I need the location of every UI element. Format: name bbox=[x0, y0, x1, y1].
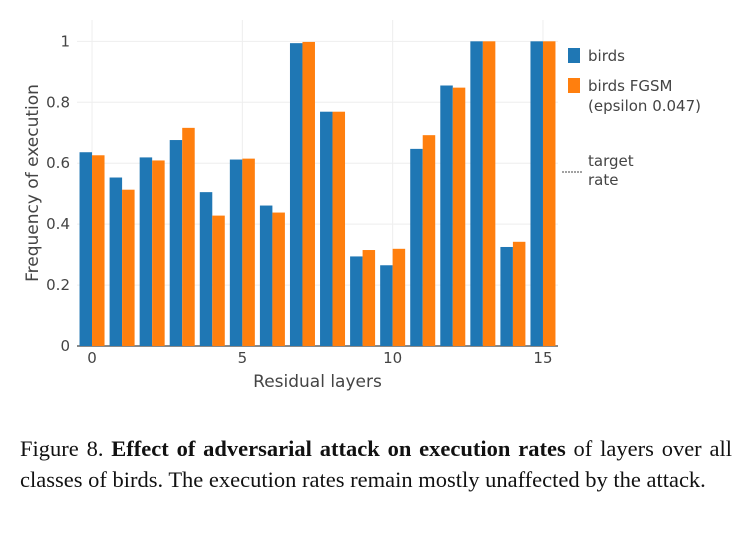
bar-birds-fgsm bbox=[122, 189, 135, 346]
bar-birds-fgsm bbox=[452, 87, 466, 346]
bar-birds-fgsm bbox=[182, 127, 195, 346]
caption-bold: Effect of adversarial attack on executio… bbox=[111, 436, 566, 461]
bar-birds-fgsm bbox=[272, 212, 285, 346]
y-tick-label: 0.6 bbox=[46, 154, 70, 172]
legend-label: (epsilon 0.047) bbox=[588, 97, 701, 115]
bar-birds bbox=[289, 43, 303, 346]
bar-birds-fgsm bbox=[152, 160, 165, 346]
caption-rest: of layers over all classes of birds. The… bbox=[20, 436, 733, 492]
bar-birds bbox=[350, 256, 363, 346]
caption-prefix: Figure 8. bbox=[20, 436, 112, 461]
legend-label-target-rate: target bbox=[588, 152, 634, 170]
bar-birds bbox=[109, 177, 123, 346]
bar-birds-fgsm bbox=[422, 135, 436, 346]
bar-birds bbox=[440, 85, 453, 346]
y-tick-label: 0.2 bbox=[46, 276, 70, 294]
y-tick-label: 0 bbox=[60, 337, 70, 355]
x-tick-label: 5 bbox=[238, 349, 248, 367]
bar-birds-fgsm bbox=[212, 215, 225, 346]
bar-birds bbox=[380, 265, 393, 346]
bar-birds bbox=[530, 41, 543, 347]
bar-birds-fgsm bbox=[482, 41, 496, 347]
bar-birds-fgsm bbox=[392, 248, 406, 346]
legend-swatch bbox=[568, 78, 580, 93]
bar-birds bbox=[139, 157, 153, 346]
y-tick-label: 1 bbox=[60, 32, 70, 50]
bar-birds bbox=[320, 111, 333, 346]
legend-label: birds FGSM bbox=[588, 77, 672, 95]
bar-birds-fgsm bbox=[362, 250, 376, 346]
y-tick-label: 0.4 bbox=[46, 215, 70, 233]
bar-birds bbox=[410, 148, 423, 346]
figure-caption: Figure 8. Effect of adversarial attack o… bbox=[20, 433, 732, 495]
x-tick-label: 10 bbox=[383, 349, 402, 367]
legend-label-target-rate: rate bbox=[588, 171, 618, 189]
bar-birds bbox=[199, 192, 213, 346]
bar-birds bbox=[229, 159, 243, 346]
bar-chart: 0 0.2 0.4 0.6 0.8 1 0 5 10 15 Frequency of execu… bbox=[23, 20, 701, 392]
bar-birds-fgsm bbox=[332, 111, 346, 346]
bars bbox=[79, 41, 556, 347]
x-tick-label: 0 bbox=[87, 349, 97, 367]
bar-birds bbox=[169, 140, 183, 346]
bar-birds-fgsm bbox=[542, 41, 556, 347]
x-tick-labels: 0 5 10 15 bbox=[87, 349, 552, 367]
x-axis-title: Residual layers bbox=[253, 372, 382, 392]
bar-birds-fgsm bbox=[242, 158, 255, 346]
y-tick-label: 0.8 bbox=[46, 93, 70, 111]
y-tick-labels: 0 0.2 0.4 0.6 0.8 1 bbox=[46, 32, 70, 355]
legend-swatch bbox=[568, 48, 580, 63]
legend-label: birds bbox=[588, 47, 625, 65]
y-axis-title: Frequency of execution bbox=[23, 84, 43, 282]
bar-birds bbox=[500, 246, 513, 346]
bar-birds bbox=[470, 41, 483, 347]
bar-birds-fgsm bbox=[512, 241, 526, 346]
bar-birds-fgsm bbox=[92, 155, 105, 346]
bar-birds bbox=[79, 152, 93, 346]
x-tick-label: 15 bbox=[533, 349, 552, 367]
bar-birds bbox=[259, 205, 273, 346]
bar-birds-fgsm bbox=[302, 41, 315, 346]
